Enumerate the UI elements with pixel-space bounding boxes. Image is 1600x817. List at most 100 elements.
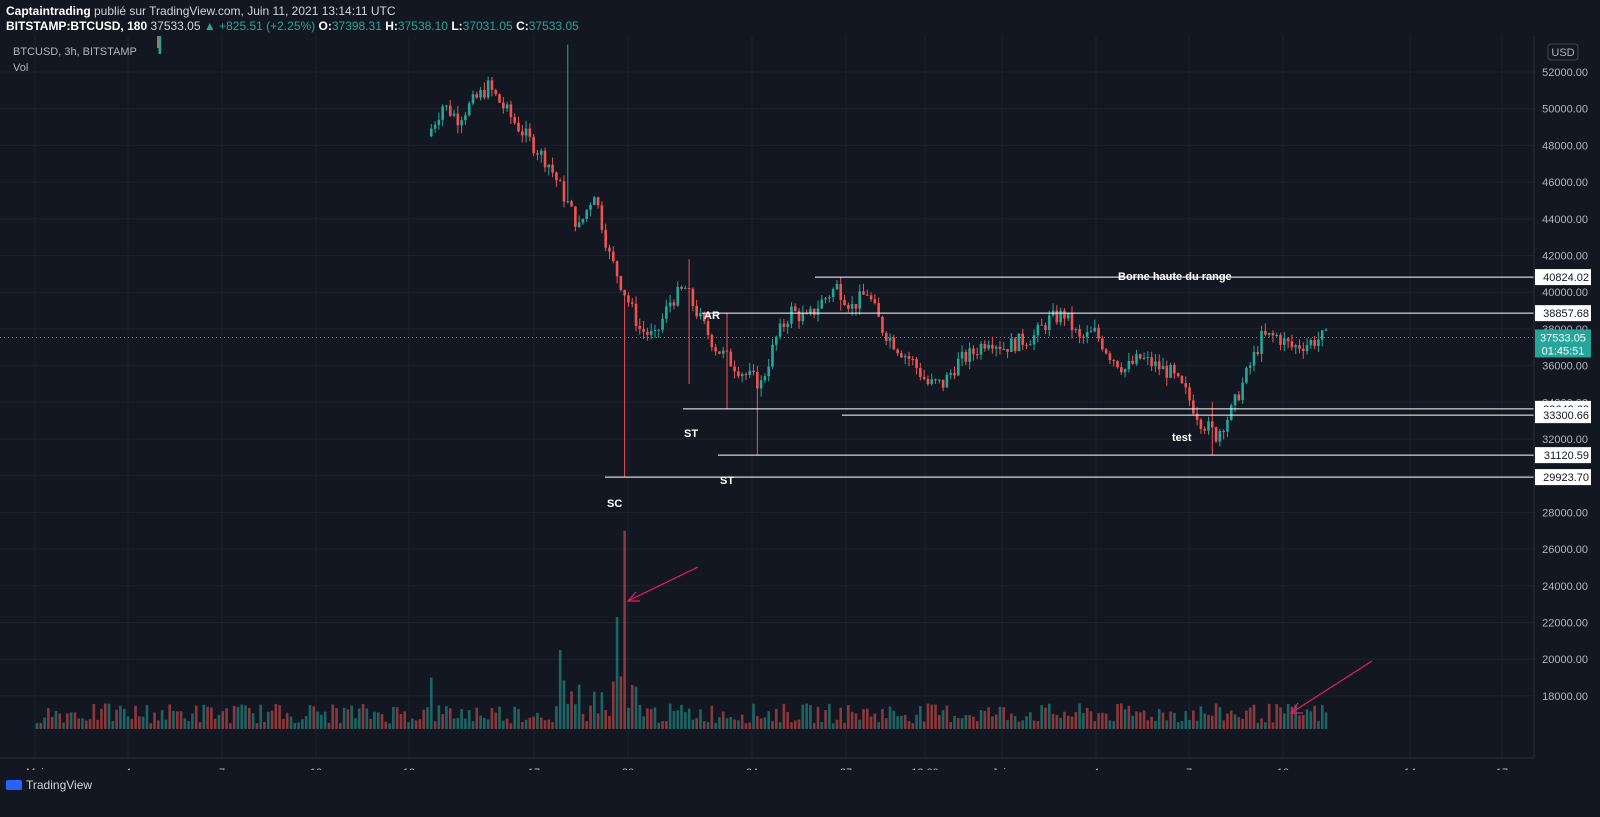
volume-bar (175, 711, 179, 729)
volume-bar (88, 719, 92, 729)
y-tick-label: 28000.00 (1542, 507, 1588, 519)
volume-bar (134, 705, 137, 729)
volume-bar (244, 705, 247, 729)
volume-bar (1070, 716, 1074, 729)
volume-bar (369, 719, 372, 729)
legend-symbol: BTCUSD, 3h, BITSTAMP (13, 46, 137, 58)
volume-bars (35, 530, 1328, 729)
candle-body (926, 379, 930, 385)
candle-body (778, 323, 782, 337)
volume-bar (1256, 722, 1260, 729)
author-name[interactable]: Captaintrading (6, 4, 91, 18)
volume-bar (1032, 720, 1036, 729)
volume-bar (596, 713, 600, 729)
candle-body (1218, 431, 1222, 442)
volume-bar (949, 722, 952, 729)
candle-body (608, 247, 611, 252)
volume-bar (532, 716, 535, 729)
candle-body (1006, 348, 1009, 352)
annotation-sc: SC (607, 498, 622, 510)
candle-body (524, 128, 528, 136)
candle-body (725, 350, 729, 352)
volume-bar (524, 719, 528, 729)
candle-body (1157, 361, 1161, 370)
volume-bar (945, 705, 949, 729)
volume-bar (847, 705, 850, 729)
volume-bar (1138, 712, 1142, 729)
candle-body (1298, 345, 1301, 349)
candle-body (668, 302, 672, 307)
annotations: Borne haute du range AR ST ST SC test (607, 271, 1373, 714)
candle-body (558, 180, 562, 182)
currency-badge[interactable]: USD (1547, 43, 1579, 61)
volume-bar (301, 719, 304, 729)
candle-body (1055, 310, 1059, 323)
volume-bar (1112, 721, 1116, 729)
candle-body (752, 370, 755, 372)
volume-bar (695, 718, 698, 729)
candle-body (1188, 387, 1191, 401)
volume-bar (141, 716, 145, 729)
volume-arrow-1-head (626, 591, 640, 602)
x-tick-label: 13 (403, 767, 415, 770)
volume-bar (361, 704, 365, 729)
volume-bar (604, 709, 607, 729)
candle-body (805, 313, 808, 315)
volume-bar (1275, 704, 1279, 729)
candle-body (661, 318, 664, 330)
candle-body (862, 291, 865, 295)
price-chart[interactable]: Borne haute du range AR ST ST SC test 52… (0, 0, 1600, 770)
candle-body (1283, 338, 1286, 345)
x-tick-label: 12:00 (911, 767, 939, 770)
candle-body (627, 295, 630, 303)
volume-bar (721, 711, 725, 729)
volume-bar (972, 716, 975, 729)
candle-body (956, 358, 960, 376)
x-tick-label: 17 (528, 767, 540, 770)
volume-bar (562, 680, 566, 729)
candle-body (1309, 340, 1313, 346)
candle-body (1097, 327, 1100, 339)
x-tick-label: 7 (1186, 767, 1192, 770)
time-axis[interactable]: Mai 4 7 10 13 17 20 24 27 12:00 Juin 4 7 10 14 17 (26, 767, 1508, 770)
y-tick-label: 22000.00 (1542, 618, 1588, 630)
annotation-st-1: ST (684, 428, 698, 440)
candle-body (566, 201, 570, 203)
volume-bar (392, 706, 395, 729)
volume-bar (915, 714, 918, 729)
volume-bar (308, 705, 312, 729)
price-axis[interactable]: 52000.00 50000.00 48000.00 46000.00 44000.00… (1542, 67, 1588, 703)
candle-body (1085, 332, 1089, 338)
candle-body (756, 371, 759, 389)
volume-bar (820, 721, 824, 729)
candle-body (555, 172, 558, 181)
horizontal-levels[interactable] (605, 276, 1534, 478)
volume-bar (312, 706, 316, 729)
y-tick-label: 52000.00 (1542, 67, 1588, 79)
volume-bar (407, 722, 410, 729)
volume-bar (1214, 703, 1218, 729)
tradingview-brand[interactable]: TradingView (6, 778, 92, 792)
volume-bar (998, 706, 1002, 729)
y-tick-label: 18000.00 (1542, 691, 1588, 703)
candle-body (649, 331, 653, 335)
candle-body (1180, 376, 1184, 384)
volume-bar (323, 711, 327, 729)
candle-body (630, 302, 634, 304)
candle-body (812, 308, 816, 315)
volume-bar (987, 707, 990, 729)
x-tick-label: 17 (1496, 767, 1508, 770)
candle-body (1142, 357, 1146, 359)
volume-bar (1146, 720, 1150, 729)
volume-bar (486, 719, 490, 729)
candle-body (934, 379, 937, 381)
volume-bar (1093, 721, 1097, 729)
candle-body (665, 306, 668, 319)
candle-body (797, 311, 801, 322)
volume-bar (1203, 713, 1207, 729)
volume-bar (316, 711, 319, 729)
volume-bar (699, 709, 702, 729)
candle-body (475, 94, 479, 98)
volume-bar (922, 721, 926, 729)
volume-bar (429, 677, 433, 729)
